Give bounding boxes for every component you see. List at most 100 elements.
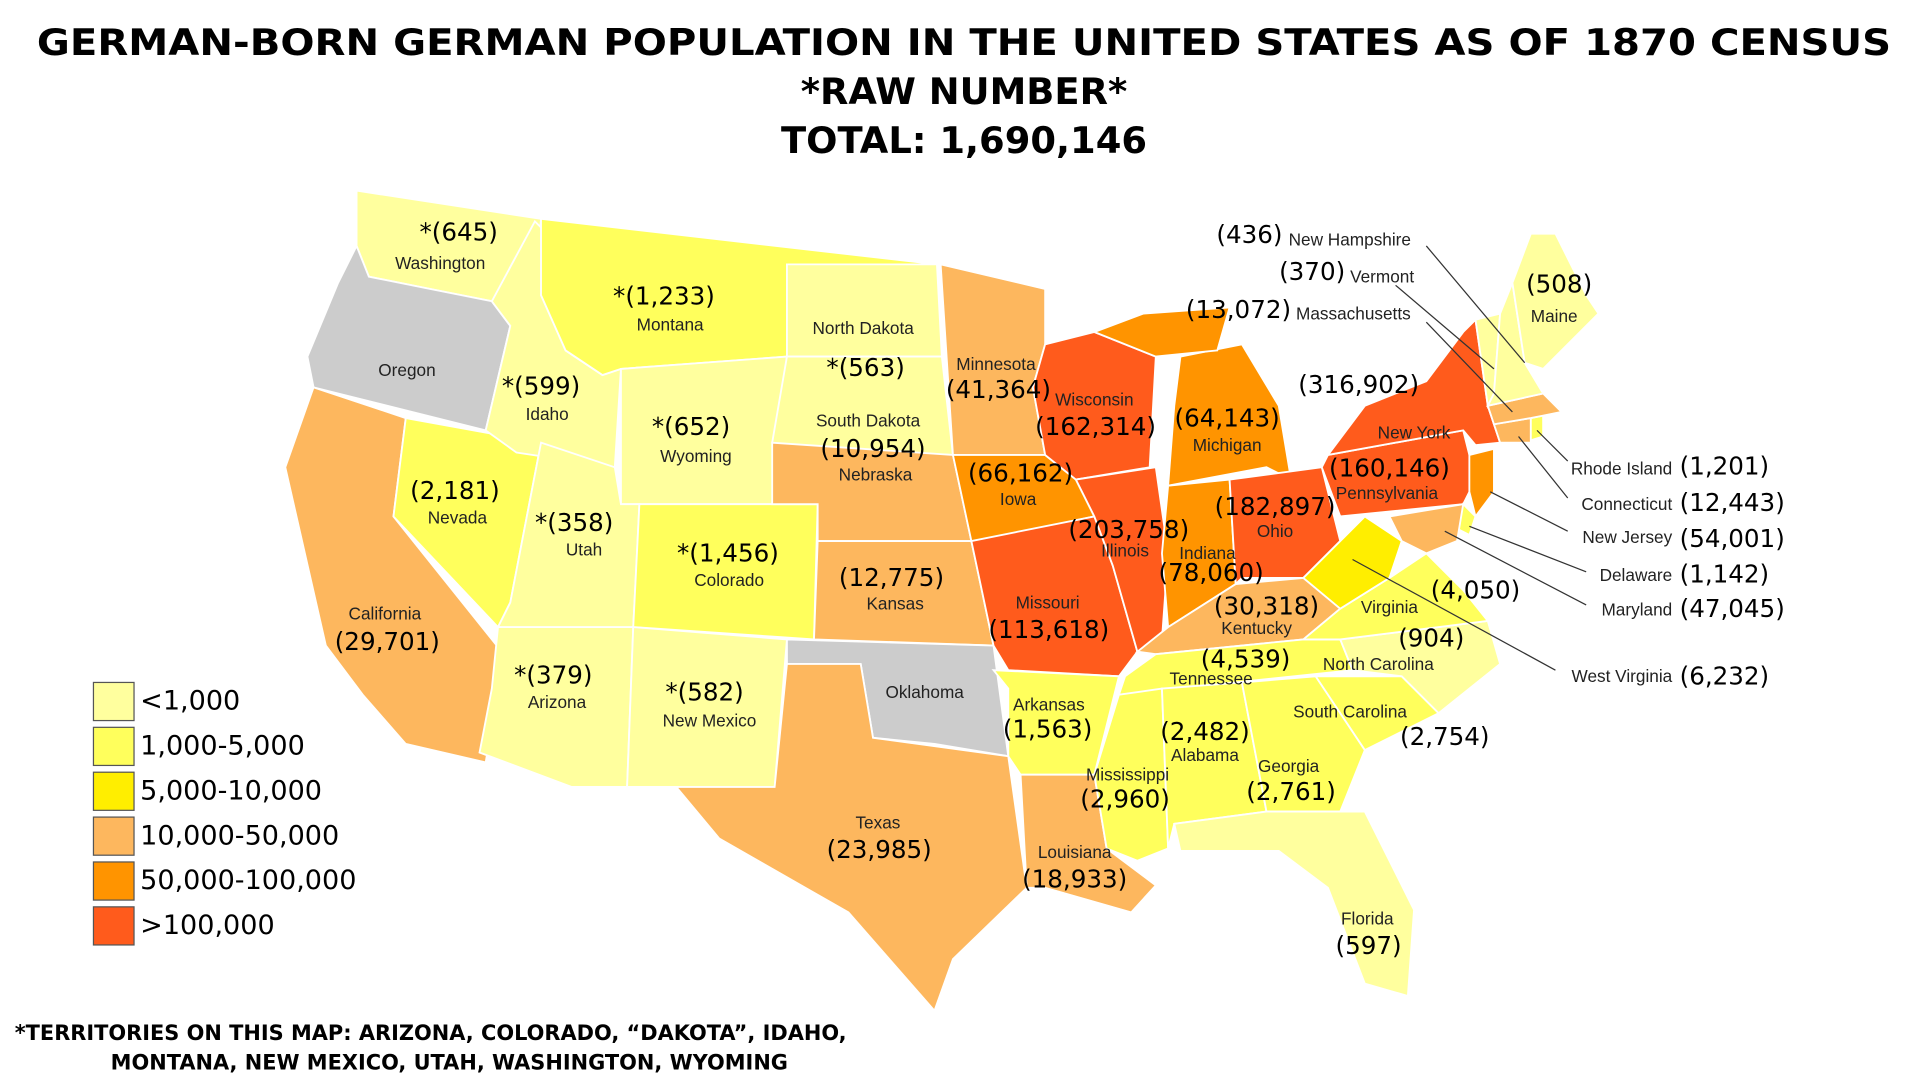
- state-shape: [1240, 675, 1366, 813]
- legend-label: 5,000-10,000: [140, 775, 322, 806]
- state-value: (47,045): [1680, 594, 1785, 623]
- state-value: (4,539): [1201, 644, 1291, 673]
- state-value: *(645): [419, 218, 497, 247]
- state-shape: [1468, 447, 1495, 519]
- state-name: Oklahoma: [885, 682, 964, 702]
- leader-line: [1352, 558, 1556, 671]
- state-value: (2,960): [1080, 784, 1170, 813]
- state-value: *(379): [514, 660, 592, 689]
- state-name: Nebraska: [839, 464, 913, 484]
- state-name: North Dakota: [812, 318, 914, 338]
- state-value: (66,162): [968, 459, 1073, 488]
- state-name: South Carolina: [1293, 702, 1407, 722]
- state-value: (23,985): [827, 835, 932, 864]
- state-name: Arkansas: [1013, 694, 1085, 714]
- footnote: *TERRITORIES ON THIS MAP: ARIZONA, COLOR…: [15, 1021, 847, 1045]
- leader-line: [1425, 245, 1526, 364]
- subtitle: *RAW NUMBER*: [801, 70, 1128, 113]
- state-value: (370): [1279, 257, 1345, 286]
- state-name: Arizona: [528, 692, 587, 712]
- legend-swatch: [92, 771, 135, 811]
- legend-swatch: [92, 816, 135, 856]
- state-name: Kentucky: [1221, 618, 1292, 638]
- state-value: (4,050): [1431, 575, 1521, 604]
- state-value: (2,754): [1400, 722, 1490, 751]
- state-name: Missouri: [1016, 592, 1080, 612]
- state-name: North Carolina: [1323, 654, 1434, 674]
- state-value: *(1,456): [677, 539, 779, 568]
- state-value: (78,060): [1159, 558, 1264, 587]
- state-name: New Jersey: [1582, 527, 1672, 547]
- state-value: (13,072): [1186, 295, 1291, 324]
- state-name: Virginia: [1361, 597, 1418, 617]
- state-value: (54,001): [1680, 524, 1785, 553]
- state-value: *(599): [502, 371, 580, 400]
- state-value: *(582): [665, 678, 743, 707]
- state-value: (162,314): [1035, 412, 1156, 441]
- state-value: (12,775): [839, 563, 944, 592]
- state-name: Iowa: [1000, 489, 1037, 509]
- legend-swatch: [92, 906, 135, 946]
- state-name: West Virginia: [1572, 666, 1673, 686]
- state-value: (12,443): [1680, 488, 1785, 517]
- state-value: (41,364): [946, 375, 1051, 404]
- state-value: (30,318): [1214, 591, 1319, 620]
- legend-label: <1,000: [140, 686, 240, 717]
- state-name: Kansas: [866, 594, 923, 614]
- legend-label: 10,000-50,000: [140, 820, 339, 851]
- state-value: *(1,233): [613, 282, 715, 311]
- state-name: Illinois: [1101, 541, 1149, 561]
- title: GERMAN-BORN GERMAN POPULATION IN THE UNI…: [37, 21, 1891, 64]
- state-name: Wisconsin: [1055, 389, 1133, 409]
- state-value: (508): [1526, 269, 1592, 298]
- state-name: Michigan: [1193, 435, 1262, 455]
- state-value: (1,563): [1003, 714, 1093, 743]
- legend-label: 1,000-5,000: [140, 730, 305, 761]
- state-name: Maine: [1531, 306, 1578, 326]
- state-name: Mississippi: [1086, 764, 1169, 784]
- labels: Washington *(645) Oregon California (29,701)…: [335, 218, 1785, 960]
- legend-swatch: [92, 681, 135, 722]
- leader-line: [1518, 436, 1569, 499]
- state-value: (2,761): [1246, 777, 1336, 806]
- state-value: (18,933): [1022, 864, 1127, 893]
- state-name: New York: [1378, 423, 1451, 443]
- leader-line: [1395, 284, 1495, 370]
- state-name: Maryland: [1601, 600, 1672, 620]
- state-value: (113,618): [988, 615, 1109, 644]
- state-shape: [1091, 306, 1231, 358]
- state-value: (436): [1216, 220, 1282, 249]
- state-value: *(652): [652, 412, 730, 441]
- state-name: Delaware: [1600, 565, 1673, 585]
- legend-swatch: [92, 726, 135, 767]
- leader-line: [1444, 530, 1587, 606]
- leader-line: [1536, 429, 1569, 462]
- state-value: (1,142): [1680, 559, 1770, 588]
- state-name: Washington: [395, 253, 485, 273]
- state-name: Wyoming: [660, 446, 732, 466]
- state-name: Minnesota: [956, 354, 1036, 374]
- state-value: (64,143): [1175, 403, 1280, 432]
- state-name: Connecticut: [1581, 494, 1672, 514]
- state-shape: [626, 626, 788, 788]
- state-value: (6,232): [1680, 662, 1770, 691]
- state-name: South Dakota: [816, 410, 921, 430]
- state-value: *(563): [826, 353, 904, 382]
- state-value: (10,954): [820, 434, 925, 463]
- state-shape: [1529, 414, 1545, 442]
- legend-label: 50,000-100,000: [140, 865, 356, 896]
- state-name: Massachusetts: [1296, 303, 1411, 323]
- state-value: (182,897): [1215, 492, 1336, 521]
- leader-line: [1425, 321, 1513, 413]
- total: TOTAL: 1,690,146: [781, 119, 1147, 162]
- state-shape: [1511, 232, 1600, 370]
- state-name: Indiana: [1179, 543, 1236, 563]
- state-value: *(358): [535, 508, 613, 537]
- state-name: Nevada: [428, 507, 488, 527]
- state-shape: [1173, 810, 1415, 998]
- state-name: Utah: [566, 539, 602, 559]
- state-name: Tennessee: [1170, 669, 1253, 689]
- state-value: (904): [1398, 623, 1464, 652]
